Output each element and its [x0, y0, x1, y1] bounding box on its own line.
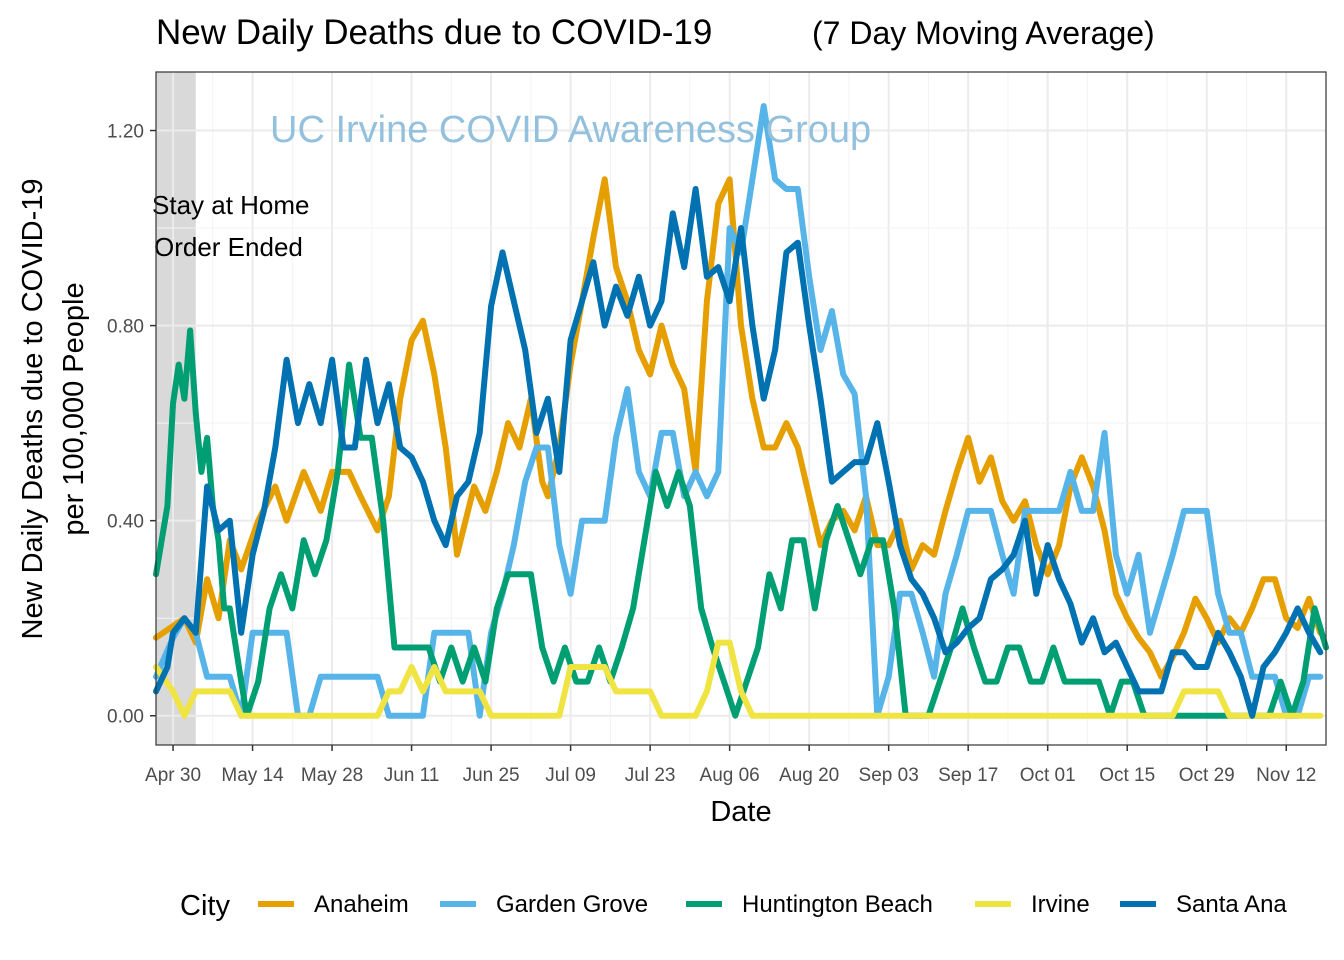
annotation-line1: Stay at Home — [152, 190, 310, 220]
legend-title: City — [180, 890, 230, 922]
legend: City Anaheim Garden Grove Huntington Beach… — [180, 890, 1287, 922]
x-tick-label: Oct 01 — [1020, 765, 1076, 786]
legend-label: Irvine — [1031, 891, 1090, 918]
x-tick-label: Oct 29 — [1179, 765, 1235, 786]
chart-subtitle: (7 Day Moving Average) — [812, 15, 1155, 51]
series-line-huntington-beach — [153, 327, 1329, 719]
x-tick-label: Jul 23 — [625, 765, 676, 786]
legend-label: Anaheim — [314, 891, 409, 918]
x-tick-label: Nov 12 — [1256, 765, 1316, 786]
plot-area — [156, 72, 1326, 745]
x-tick-label: Apr 30 — [145, 765, 201, 786]
series-line-irvine — [153, 639, 1324, 719]
y-axis-label-line2: per 100,000 People — [58, 282, 90, 535]
y-tick-label: 1.20 — [107, 122, 144, 143]
watermark: UC Irvine COVID Awareness Group — [270, 109, 871, 151]
x-tick-label: May 28 — [301, 765, 363, 786]
chart-title: New Daily Deaths due to COVID-19 — [156, 13, 712, 52]
series-lines — [153, 103, 1329, 719]
x-tick-label: Aug 06 — [700, 765, 760, 786]
x-tick-label: Jul 09 — [545, 765, 596, 786]
legend-label: Huntington Beach — [742, 891, 933, 918]
x-axis-ticks: Apr 30 May 14 May 28 Jun 11 Jun 25 Jul 09 Jul … — [145, 745, 1316, 786]
y-tick-label: 0.40 — [107, 512, 144, 533]
x-tick-label: Oct 15 — [1099, 765, 1155, 786]
y-tick-label: 0.80 — [107, 317, 144, 338]
plot-background — [156, 72, 1326, 745]
series-line-santa-ana — [153, 186, 1324, 719]
plot-border — [155, 71, 1327, 746]
legend-label: Santa Ana — [1176, 891, 1287, 918]
series-line-anaheim — [153, 176, 1324, 680]
x-tick-label: Sep 03 — [859, 765, 919, 786]
legend-label: Garden Grove — [496, 891, 648, 918]
annotation-line2: Order Ended — [154, 232, 303, 262]
x-tick-label: May 14 — [221, 765, 284, 786]
y-axis-ticks: 0.00 0.40 0.80 1.20 — [107, 122, 156, 728]
x-tick-label: Aug 20 — [779, 765, 839, 786]
x-tick-label: Jun 25 — [463, 765, 520, 786]
y-tick-label: 0.00 — [107, 707, 144, 728]
x-tick-label: Jun 11 — [384, 765, 440, 786]
y-axis-label-line1: New Daily Deaths due to COVID-19 — [17, 179, 49, 640]
x-axis-label: Date — [710, 796, 771, 828]
shaded-region — [156, 72, 196, 745]
x-tick-label: Sep 17 — [938, 765, 998, 786]
